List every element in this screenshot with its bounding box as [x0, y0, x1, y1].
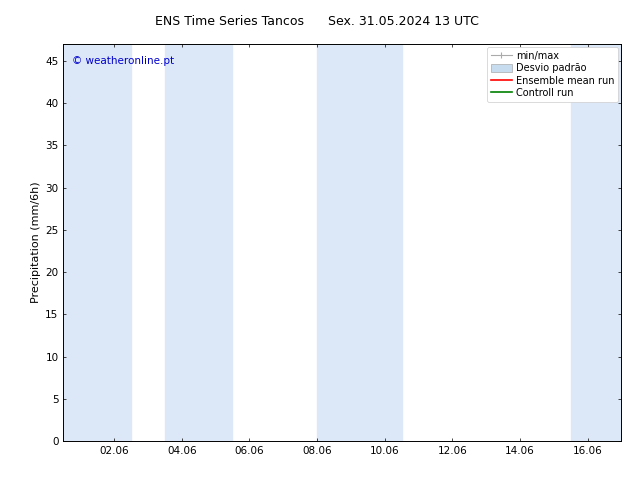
Legend: min/max, Desvio padrão, Ensemble mean run, Controll run: min/max, Desvio padrão, Ensemble mean ru…	[487, 47, 618, 102]
Text: ENS Time Series Tancos      Sex. 31.05.2024 13 UTC: ENS Time Series Tancos Sex. 31.05.2024 1…	[155, 15, 479, 28]
Y-axis label: Precipitation (mm/6h): Precipitation (mm/6h)	[31, 182, 41, 303]
Bar	[165, 44, 233, 441]
Text: © weatheronline.pt: © weatheronline.pt	[72, 56, 174, 66]
Bar	[571, 44, 621, 441]
Bar	[63, 44, 131, 441]
Bar	[317, 44, 401, 441]
